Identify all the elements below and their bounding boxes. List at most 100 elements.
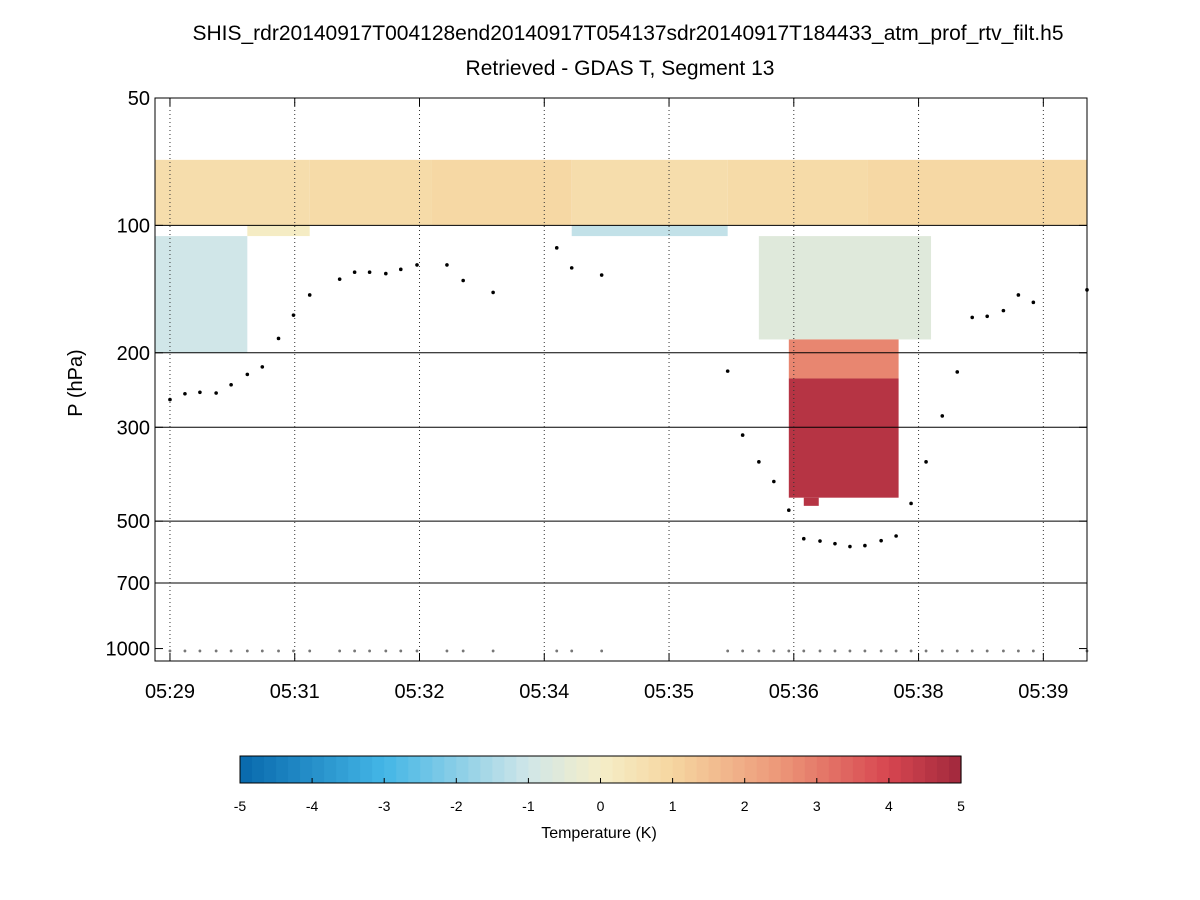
chart-title-line1: SHIS_rdr20140917T004128end20140917T05413… xyxy=(192,22,1063,45)
colorbar-swatch xyxy=(888,756,902,783)
y-tick-label: 200 xyxy=(117,343,150,365)
profile-marker xyxy=(352,270,357,274)
colorbar-tick-label: -5 xyxy=(234,798,247,814)
y-axis: 50 100 200 300 500 700 1000 xyxy=(106,88,1087,661)
x-tick-label: 05:38 xyxy=(894,681,944,703)
colorbar-swatch xyxy=(504,756,517,783)
colorbar-tick-label: 5 xyxy=(957,798,965,814)
colorbar-swatch xyxy=(252,756,265,783)
profile-marker xyxy=(940,414,945,418)
surface-marker xyxy=(879,649,883,653)
colorbar-swatch xyxy=(828,756,842,783)
profile-marker xyxy=(569,266,574,270)
y-tick-label: 50 xyxy=(128,88,150,110)
colorbar-swatch xyxy=(348,756,361,783)
colorbar-swatch xyxy=(624,756,638,783)
colorbar-swatch xyxy=(444,756,457,783)
colorbar-swatch xyxy=(924,756,938,783)
colorbar-swatch xyxy=(708,756,722,783)
profile-marker xyxy=(1031,300,1036,305)
profile-marker xyxy=(1016,293,1021,297)
colorbar-swatch xyxy=(816,756,830,783)
x-tick-label: 05:32 xyxy=(394,681,444,703)
colorbar-tick-label: 0 xyxy=(597,798,605,814)
colorbar-swatch xyxy=(576,756,590,783)
colorbar-swatch xyxy=(900,756,914,783)
surface-marker xyxy=(848,649,852,653)
surface-marker xyxy=(787,649,791,653)
profile-marker xyxy=(863,543,867,548)
surface-marker xyxy=(214,649,218,653)
colorbar-swatch xyxy=(768,756,782,783)
profile-marker xyxy=(229,382,233,387)
profile-marker xyxy=(214,391,218,395)
x-tick-label: 05:34 xyxy=(519,681,569,703)
profile-marker xyxy=(183,391,187,396)
profile-marker xyxy=(260,365,265,369)
surface-marker xyxy=(600,649,604,653)
profile-marker xyxy=(415,263,419,267)
colorbar-swatch xyxy=(408,756,421,783)
surface-marker xyxy=(970,649,974,653)
colorbar-tick-label: 2 xyxy=(741,798,749,814)
colorbar-swatch xyxy=(324,756,337,783)
colorbar-swatch xyxy=(780,756,794,783)
profile-marker xyxy=(924,460,928,464)
colorbar-ticks: -5 -4 -3 -2 -1 0 1 2 3 4 5 xyxy=(234,778,965,814)
surface-marker xyxy=(445,649,449,653)
profile-marker xyxy=(384,271,388,276)
surface-marker xyxy=(1016,649,1020,653)
surface-marker xyxy=(338,649,342,653)
colorbar-swatch xyxy=(240,756,253,783)
profile-marker xyxy=(833,541,837,546)
colorbar-swatch xyxy=(396,756,409,783)
colorbar-swatch xyxy=(300,756,313,783)
surface-marker xyxy=(955,649,959,653)
colorbar-swatch xyxy=(588,756,602,783)
heatmap-cell xyxy=(788,378,899,498)
heatmap-cell xyxy=(803,497,819,506)
surface-marker xyxy=(555,649,559,653)
colorbar-swatch xyxy=(948,756,962,783)
profile-marker xyxy=(740,433,745,437)
profile-marker xyxy=(970,315,975,320)
heatmap-layer xyxy=(155,159,1087,506)
colorbar-swatch xyxy=(336,756,349,783)
surface-marker xyxy=(863,649,867,653)
x-tick-label: 05:29 xyxy=(145,681,195,703)
surface-marker xyxy=(909,649,913,653)
surface-marker xyxy=(491,649,495,653)
surface-marker xyxy=(726,649,730,653)
heatmap-cell xyxy=(155,159,310,226)
colorbar-swatch xyxy=(312,756,325,783)
profile-marker xyxy=(276,336,281,341)
colorbar-swatch xyxy=(420,756,433,783)
grid-layer xyxy=(155,98,1087,661)
surface-marker xyxy=(353,649,357,653)
surface-marker xyxy=(772,649,776,653)
y-axis-label: P (hPa) xyxy=(65,349,87,416)
profile-marker xyxy=(461,278,465,283)
colorbar-swatches xyxy=(240,756,962,783)
surface-marker xyxy=(198,649,202,653)
heatmap-cell xyxy=(788,339,899,379)
colorbar-tick-label: -2 xyxy=(450,798,463,814)
colorbar-tick-label: 1 xyxy=(669,798,677,814)
colorbar-swatch xyxy=(528,756,542,783)
surface-marker xyxy=(368,649,371,653)
surface-marker xyxy=(757,649,761,653)
heatmap-cell xyxy=(431,159,572,226)
colorbar-swatch xyxy=(540,756,554,783)
colorbar-swatch xyxy=(276,756,289,783)
colorbar-swatch xyxy=(792,756,806,783)
colorbar-swatch xyxy=(456,756,469,783)
surface-marker xyxy=(940,649,944,653)
colorbar-swatch xyxy=(516,756,529,783)
colorbar-label: Temperature (K) xyxy=(541,825,657,842)
profile-marker xyxy=(398,267,403,272)
y-tick-label: 700 xyxy=(117,573,150,595)
heatmap-cell xyxy=(867,159,1087,226)
colorbar-swatch xyxy=(384,756,397,783)
colorbar-swatch xyxy=(672,756,686,783)
x-axis: 05:29 05:31 05:32 05:34 05:35 05:36 05:38 05:39 xyxy=(145,98,1068,703)
